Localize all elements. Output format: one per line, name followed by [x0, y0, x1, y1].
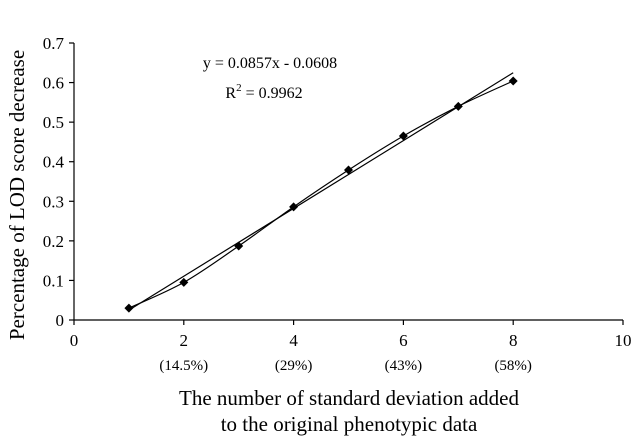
axis-labels: Percentage of LOD score decrease The num…: [5, 50, 519, 436]
data-point-diamond: [344, 165, 353, 175]
x-sub-label: (58%): [494, 358, 532, 374]
y-tick-label: 0.5: [43, 113, 64, 132]
x-sub-label: (14.5%): [159, 358, 208, 374]
data-point-diamond: [289, 202, 299, 212]
y-axis-label: Percentage of LOD score decrease: [5, 50, 29, 340]
data-point-diamond: [508, 76, 518, 86]
x-tick-label: 2: [180, 331, 189, 350]
y-tick-label: 0.6: [43, 74, 64, 93]
ticks: 0 0.1 0.2 0.3 0.4 0.5 0.6 0.7 0 2 4 6 8 10 (14.5%) (29%…: [43, 34, 631, 374]
x-axis-label-line2: to the original phenotypic data: [221, 412, 478, 436]
trendline-equation: y = 0.0857x - 0.0608 R2 = 0.9962: [203, 55, 337, 102]
r-squared-value: = 0.9962: [242, 85, 303, 102]
y-tick-label: 0.1: [43, 271, 64, 290]
x-sub-label: (29%): [275, 358, 313, 374]
y-tick-label: 0: [56, 311, 65, 330]
r-squared-text: R2 = 0.9962: [225, 82, 302, 102]
x-tick-label: 0: [70, 331, 79, 350]
equation-text: y = 0.0857x - 0.0608: [203, 55, 337, 72]
y-tick-label: 0.3: [43, 192, 64, 211]
data-point-diamond: [124, 303, 134, 313]
series: [124, 72, 518, 313]
data-point-diamond: [179, 277, 189, 287]
r-squared-sup: 2: [236, 82, 242, 94]
y-tick-label: 0.4: [43, 153, 65, 172]
x-sub-label: (43%): [385, 358, 423, 374]
data-point-diamond: [453, 101, 463, 111]
x-tick-label: 6: [399, 331, 408, 350]
x-tick-label: 10: [615, 331, 631, 350]
x-tick-label: 8: [509, 331, 518, 350]
y-tick-label: 0.7: [43, 34, 65, 53]
linear-trendline: [128, 72, 514, 311]
r-squared-prefix: R: [225, 85, 236, 102]
x-axis-label-line1: The number of standard deviation added: [179, 386, 519, 410]
x-tick-label: 4: [289, 331, 298, 350]
series-curve: [128, 80, 514, 309]
data-point-diamond: [398, 131, 408, 141]
data-point-diamond: [234, 241, 244, 251]
y-tick-label: 0.2: [43, 232, 64, 251]
axes: [73, 43, 623, 321]
